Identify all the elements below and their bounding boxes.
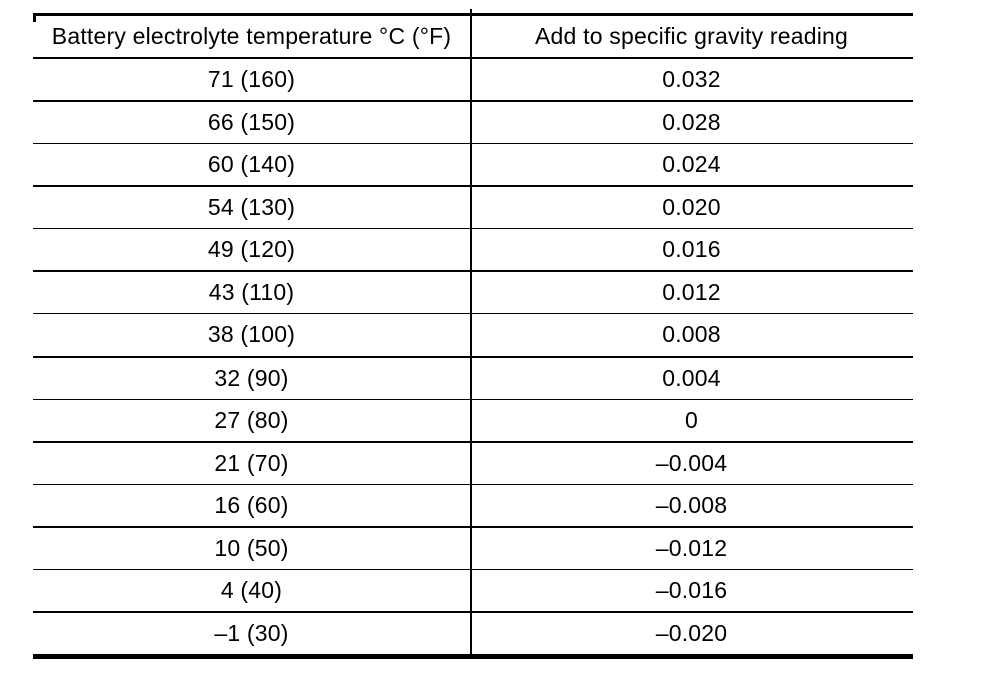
table-row: 66 (150) 0.028 (33, 102, 913, 145)
temperature-cell: 60 (140) (207, 151, 296, 178)
table-row: 10 (50) –0.012 (33, 528, 913, 570)
table-row: 21 (70) –0.004 (33, 443, 913, 485)
temperature-cell: –1 (30) (214, 619, 289, 646)
temperature-cell: 4 (40) (220, 576, 283, 603)
correction-cell: –0.016 (655, 576, 728, 603)
table-row: –1 (30) –0.020 (33, 613, 913, 654)
table-row: 38 (100) 0.008 (33, 314, 913, 358)
temperature-cell: 49 (120) (207, 236, 296, 263)
table-row: 16 (60) –0.008 (33, 485, 913, 528)
temperature-cell: 43 (110) (208, 279, 295, 306)
correction-cell: 0.016 (662, 236, 721, 263)
table-row: 71 (160) 0.032 (33, 59, 913, 103)
temperature-cell: 10 (50) (214, 534, 289, 561)
table-header-row: Battery electrolyte temperature °C (°F) … (33, 16, 913, 60)
table-row: 60 (140) 0.024 (33, 144, 913, 188)
temperature-cell: 66 (150) (207, 109, 296, 136)
correction-cell: 0.024 (662, 151, 721, 178)
column-divider-rule (470, 9, 472, 654)
table-row: 54 (130) 0.020 (33, 187, 913, 230)
col-header-gravity-reading: Add to specific gravity reading (534, 23, 849, 50)
correction-cell: –0.008 (655, 491, 728, 518)
correction-cell: 0.020 (662, 194, 721, 221)
temperature-correction-table: Battery electrolyte temperature °C (°F) … (33, 9, 913, 659)
table-row: 32 (90) 0.004 (33, 358, 913, 400)
correction-cell: –0.004 (655, 449, 728, 476)
temperature-cell: 27 (80) (214, 406, 289, 433)
correction-cell: –0.020 (655, 619, 728, 646)
correction-cell: 0.008 (662, 321, 721, 348)
correction-cell: –0.012 (655, 534, 728, 561)
table-row: 4 (40) –0.016 (33, 570, 913, 613)
correction-cell: 0.012 (662, 279, 721, 306)
correction-cell: 0 (685, 406, 698, 433)
correction-cell: 0.004 (662, 364, 721, 391)
temperature-cell: 71 (160) (207, 66, 296, 93)
scan-artifact-left-stub (33, 16, 36, 22)
temperature-cell: 38 (100) (207, 321, 296, 348)
temperature-cell: 16 (60) (214, 491, 289, 518)
temperature-cell: 21 (70) (214, 449, 289, 476)
table-row: 49 (120) 0.016 (33, 229, 913, 273)
temperature-cell: 32 (90) (214, 364, 289, 391)
correction-cell: 0.032 (662, 66, 721, 93)
table-row: 43 (110) 0.012 (33, 272, 913, 315)
temperature-cell: 54 (130) (207, 194, 296, 221)
table-row: 27 (80) 0 (33, 400, 913, 443)
correction-cell: 0.028 (662, 109, 721, 136)
col-header-temperature: Battery electrolyte temperature °C (°F) (51, 23, 452, 50)
